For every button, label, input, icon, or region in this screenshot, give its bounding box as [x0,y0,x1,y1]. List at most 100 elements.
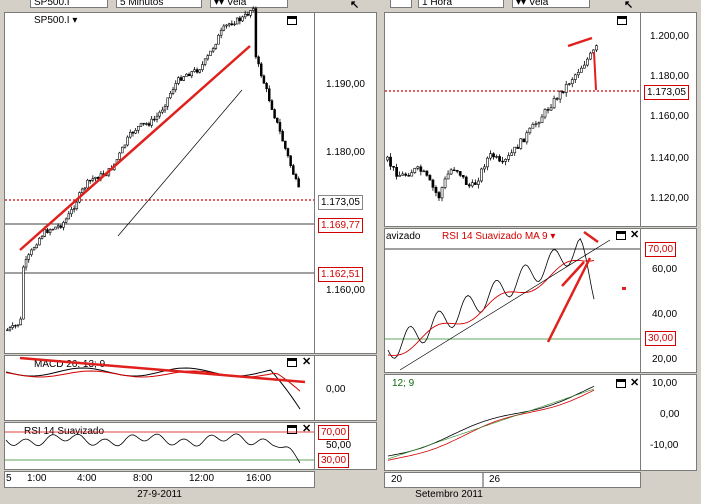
left-candle [161,109,164,113]
left-candle [243,13,247,18]
right-candle [549,107,553,111]
left-candle [139,122,143,127]
left-candle [214,43,218,49]
right-rsi-ylabel-2: 20,00 [652,354,678,365]
left-rsi-close-button[interactable]: ✕ [302,423,312,435]
right-price-maximize-button[interactable] [617,16,627,25]
right-interval-field[interactable]: 1 Hora [418,0,504,8]
interval-field[interactable]: 5 Minutos [116,0,202,8]
left-candle [158,111,161,117]
left-candle [241,16,244,22]
right-candle [455,170,459,172]
left-candle [121,146,124,154]
right-osc-ylabel-2: -10,00 [650,440,679,451]
right-rsi-maximize-button[interactable] [616,231,626,240]
left-candle [260,63,263,77]
right-candle [489,153,492,159]
right-candle-icon: ▾▾ [516,0,529,8]
left-rsi-plot[interactable] [4,422,315,470]
left-candle [91,178,95,181]
right-candle [434,187,438,193]
left-rsi-maximize-button[interactable] [287,425,297,434]
cursor-tool-icon[interactable]: ↖ [350,0,360,11]
right-candle [437,192,441,199]
left-candle [38,237,41,246]
right-candle [392,166,395,168]
left-candle [222,25,226,31]
right-osc-close-button[interactable]: ✕ [630,377,640,389]
right-rsi-arrow-1 [546,257,592,343]
left-candle [286,148,290,157]
left-candle [257,56,260,65]
candle-icon: ▾▾ [214,0,227,8]
chart-mode-label: Vela [226,0,247,8]
right-candle [395,166,398,177]
left-macd-close-button[interactable]: ✕ [302,356,312,368]
right-candle [401,173,405,176]
chart-mode-field[interactable]: ▾▾ Vela [210,0,288,8]
left-candle [88,179,92,182]
right-candle [495,156,498,158]
right-xtick-0: 20 [391,474,403,485]
right-symbol-field[interactable] [390,0,412,8]
left-candle [54,226,57,230]
right-rsi-arrow-2 [561,261,585,287]
left-candle [246,13,250,16]
left-macd-plot[interactable] [4,355,315,421]
left-candle [96,176,100,180]
right-rsi-red-mark [583,230,599,244]
right-rsi-close-button[interactable]: ✕ [630,229,640,241]
left-candle [75,201,79,209]
right-candle [428,175,432,181]
left-macd-axis [315,355,377,421]
left-candle [174,83,177,90]
left-macd-title: MACD 26; 13; 9 [34,359,106,370]
right-candle [543,109,547,118]
left-candle [201,64,204,71]
left-candle [142,122,145,125]
left-candle [153,118,156,121]
left-candle [83,187,87,190]
right-candle [510,152,514,156]
right-osc-plot[interactable] [384,374,641,471]
left-candle [235,17,239,25]
right-candle [528,127,532,134]
left-price-maximize-button[interactable] [287,16,297,25]
left-candle [268,88,271,101]
left-candle [126,136,129,146]
right-candle [522,138,526,143]
left-candle [94,176,97,179]
right-candle [583,64,586,69]
right-candle [425,170,429,176]
left-candle [16,324,20,327]
left-macd-maximize-button[interactable] [287,358,297,367]
left-price-plot[interactable] [4,12,315,354]
right-candle [576,72,580,76]
left-candle [22,266,25,320]
right-price-plot[interactable] [384,12,641,227]
left-candle [211,48,215,52]
left-candle [219,29,223,36]
right-chart-mode-field[interactable]: ▾▾ Vela [512,0,590,8]
left-candle [270,100,274,110]
right-ylabel-3: 1.140,00 [650,153,689,164]
rsi-dropdown-icon: ▾ [550,231,556,242]
left-price-title: SP500.I ▾ [34,15,78,26]
right-candle [480,168,483,182]
right-cursor-tool-icon[interactable]: ↖ [624,0,634,11]
right-candle [458,171,462,176]
left-candle [171,89,175,94]
left-candle [80,188,84,193]
left-rsi-mid-label: 50,00 [326,440,352,451]
left-red-trendline [19,45,251,251]
left-candle [70,209,73,215]
right-osc-maximize-button[interactable] [616,379,626,388]
right-rsi-lower-label: 30,00 [645,331,677,346]
left-candle [265,83,268,90]
left-xtick-2: 4:00 [77,473,97,484]
right-candle [546,109,550,111]
symbol-field[interactable]: SP500.I [30,0,108,8]
left-candle [137,125,140,131]
left-candle [251,8,255,11]
right-ylabel-2: 1.160,00 [650,111,689,122]
